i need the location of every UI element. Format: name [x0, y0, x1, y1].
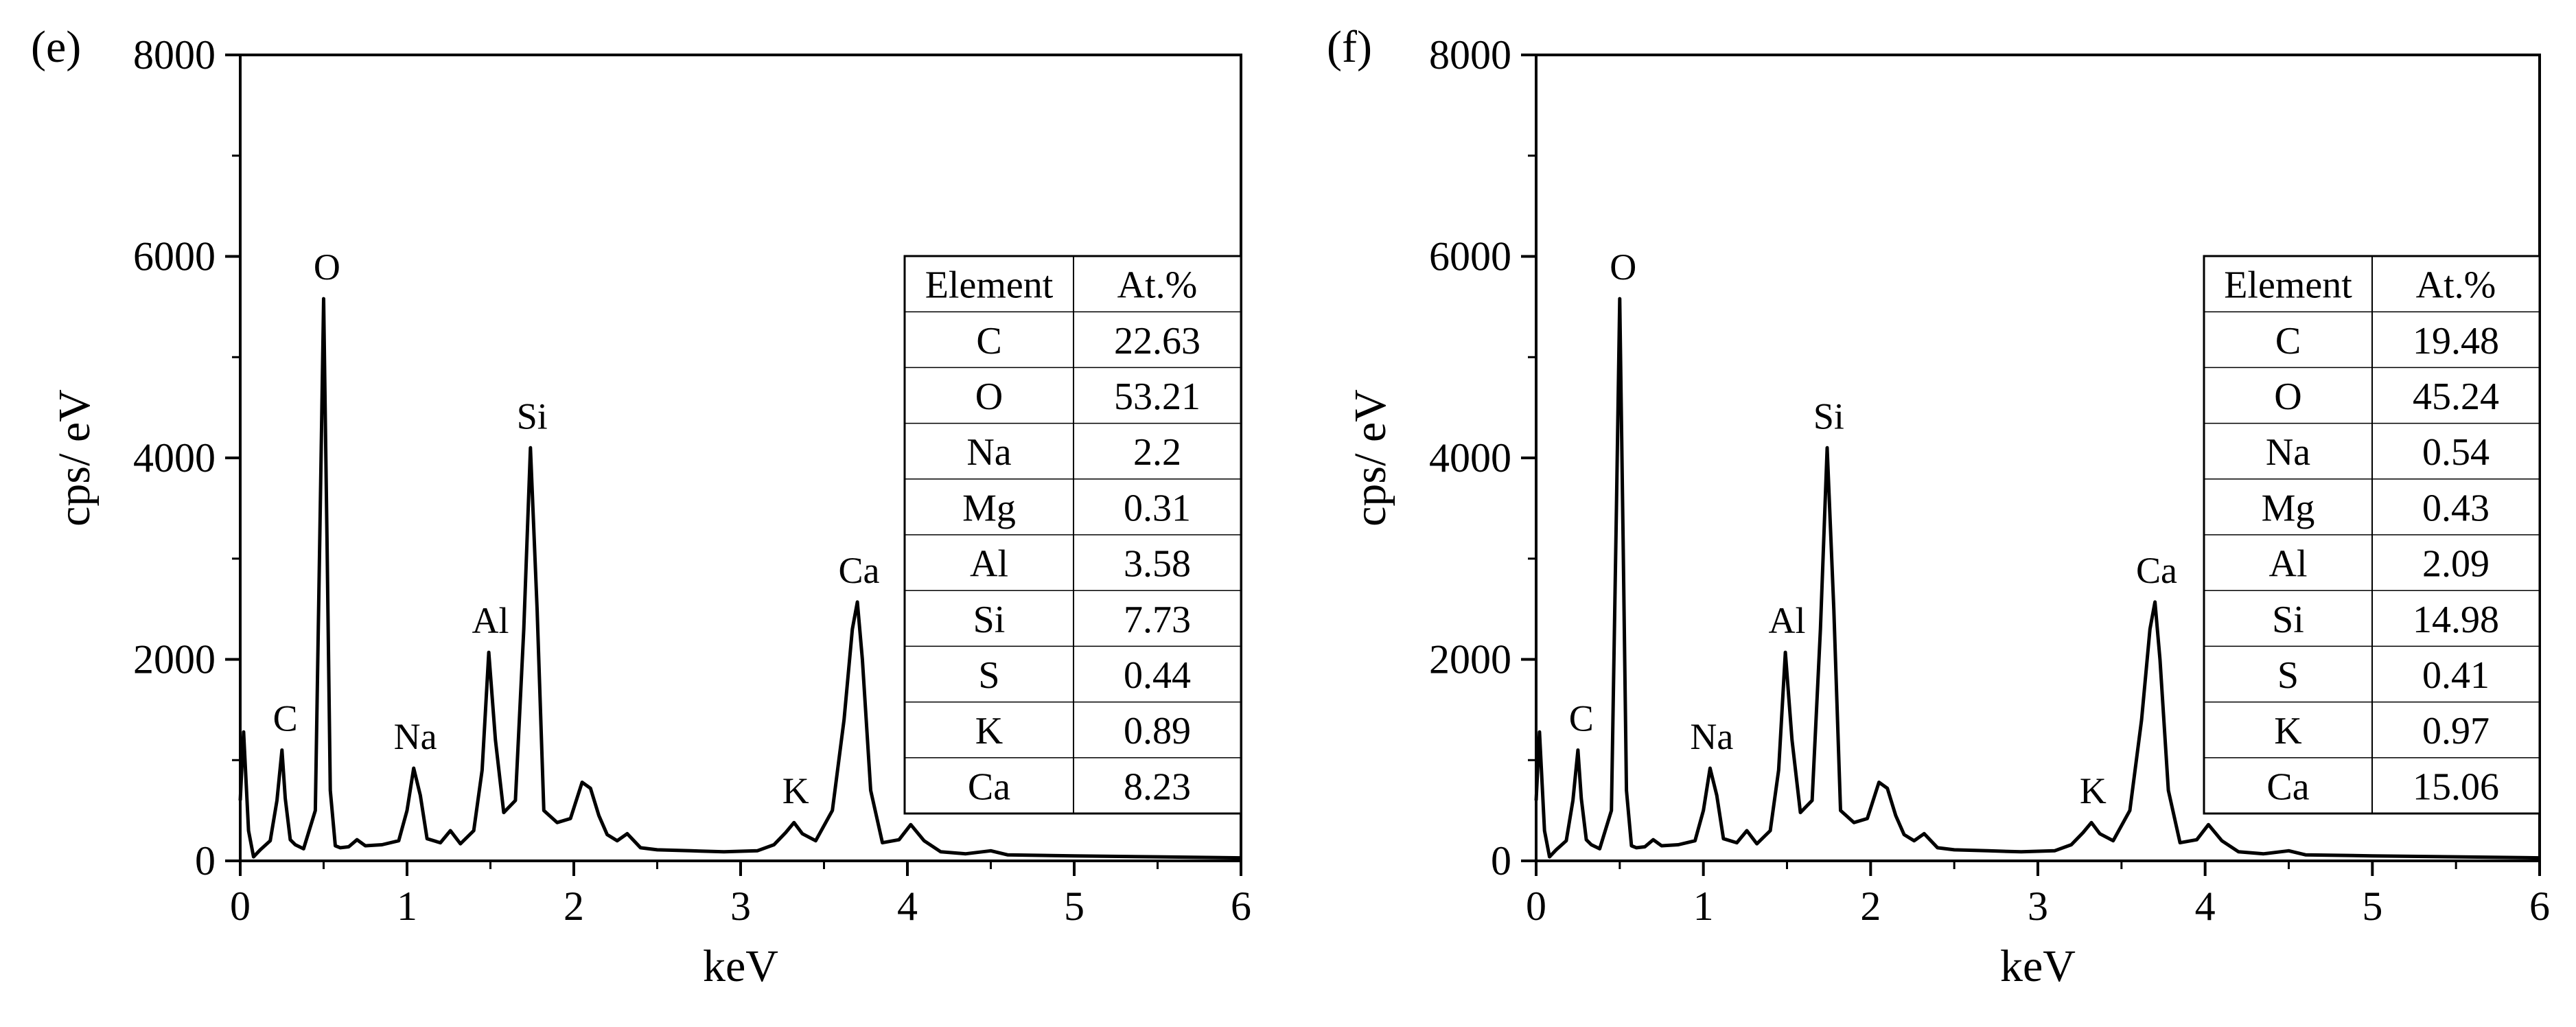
table-cell-value: 14.98	[2413, 599, 2499, 641]
table-cell-value: 2.09	[2422, 543, 2490, 586]
table-cell-value: 53.21	[1114, 376, 1200, 418]
y-axis-title: cps/ eV	[1345, 389, 1395, 527]
table-cell-value: 0.54	[2422, 431, 2490, 474]
y-tick-label: 4000	[1429, 435, 1511, 481]
y-tick-label: 0	[1491, 838, 1511, 884]
y-tick-label: 0	[195, 838, 216, 884]
table-cell-element: Mg	[2262, 487, 2315, 529]
x-tick-label: 1	[397, 884, 417, 929]
y-tick-label: 4000	[133, 435, 216, 481]
x-tick-label: 4	[897, 884, 918, 929]
table-cell-value: 7.73	[1124, 599, 1191, 641]
peak-label-si: Si	[517, 395, 548, 437]
peak-label-o: O	[1610, 246, 1636, 288]
x-tick-label: 2	[1860, 884, 1881, 929]
x-axis-title: keV	[703, 941, 778, 991]
table-cell-element: Ca	[2266, 765, 2309, 808]
spectrum-line	[1534, 297, 2540, 860]
table-cell-element: Al	[970, 543, 1008, 586]
table-cell-value: 15.06	[2413, 765, 2499, 808]
table-cell-value: 8.23	[1124, 765, 1191, 808]
x-tick-label: 3	[730, 884, 751, 929]
table-cell-value: 0.41	[2422, 654, 2490, 697]
table-cell-value: 0.89	[1124, 710, 1191, 752]
panel-label: (e)	[31, 22, 81, 72]
x-axis-title: keV	[2000, 941, 2076, 991]
table-cell-element: S	[2277, 654, 2299, 697]
y-tick-label: 8000	[133, 32, 216, 78]
x-tick-label: 0	[1526, 884, 1546, 929]
table-cell-element: O	[975, 376, 1003, 418]
table-cell-element: Na	[966, 431, 1011, 474]
peak-label-al: Al	[472, 600, 509, 641]
table-cell-value: 0.97	[2422, 710, 2490, 752]
peak-label-na: Na	[394, 716, 437, 757]
peak-label-al: Al	[1769, 600, 1806, 641]
table-cell-element: Mg	[962, 487, 1016, 529]
table-cell-element: K	[2274, 710, 2301, 752]
table-cell-value: 0.44	[1124, 654, 1191, 697]
table-cell-value: 19.48	[2413, 320, 2499, 362]
table-cell-value: 2.2	[1133, 431, 1181, 474]
table-cell-value: 45.24	[2413, 376, 2499, 418]
x-tick-label: 0	[230, 884, 251, 929]
composition-table: Element At.% C 22.63 O 53.21 Na 2.2 Mg 0.31 Al 3.58…	[903, 255, 1242, 815]
table-header-at-percent: At.%	[1117, 264, 1198, 307]
panel-label: (f)	[1327, 22, 1372, 72]
table-cell-element: Al	[2269, 543, 2308, 586]
x-tick-label: 6	[2529, 884, 2550, 929]
peak-label-na: Na	[1690, 716, 1733, 757]
peak-label-ca: Ca	[839, 550, 880, 591]
x-tick-label: 5	[1064, 884, 1084, 929]
table-cell-element: Na	[2266, 431, 2310, 474]
table-header-element: Element	[2224, 264, 2352, 307]
table-cell-value: 3.58	[1124, 543, 1191, 586]
peak-label-c: C	[273, 698, 298, 739]
peak-label-o: O	[314, 246, 340, 288]
table-cell-element: Si	[2272, 599, 2304, 641]
peak-label-c: C	[1569, 698, 1594, 739]
peak-label-si: Si	[1813, 395, 1844, 437]
x-tick-label: 3	[2028, 884, 2048, 929]
table-cell-element: K	[975, 710, 1003, 752]
table-cell-value: 22.63	[1114, 320, 1200, 362]
y-tick-label: 2000	[133, 637, 216, 682]
table-header-at-percent: At.%	[2416, 264, 2496, 307]
x-tick-label: 1	[1693, 884, 1714, 929]
y-tick-label: 6000	[133, 234, 216, 279]
table-cell-element: C	[2275, 320, 2301, 362]
x-tick-label: 5	[2362, 884, 2382, 929]
y-axis-title: cps/ eV	[49, 389, 100, 527]
x-tick-label: 4	[2195, 884, 2216, 929]
table-cell-element: S	[978, 654, 999, 697]
table-cell-element: C	[976, 320, 1001, 362]
x-tick-label: 2	[564, 884, 584, 929]
table-header-element: Element	[925, 264, 1054, 307]
spectrum-line	[238, 297, 1242, 860]
composition-table: Element At.% C 19.48 O 45.24 Na 0.54 Mg 0.43 Al 2.0…	[2203, 255, 2541, 815]
table-cell-element: Ca	[968, 765, 1010, 808]
x-tick-label: 6	[1231, 884, 1251, 929]
y-tick-label: 2000	[1429, 637, 1511, 682]
table-cell-value: 0.31	[1124, 487, 1191, 529]
y-tick-label: 6000	[1429, 234, 1511, 279]
table-cell-value: 0.43	[2422, 487, 2490, 529]
peak-label-ca: Ca	[2136, 550, 2177, 591]
table-cell-element: Si	[973, 599, 1006, 641]
peak-label-k: K	[782, 770, 809, 811]
peak-label-k: K	[2080, 770, 2107, 811]
table-cell-element: O	[2274, 376, 2301, 418]
y-tick-label: 8000	[1429, 32, 1511, 78]
